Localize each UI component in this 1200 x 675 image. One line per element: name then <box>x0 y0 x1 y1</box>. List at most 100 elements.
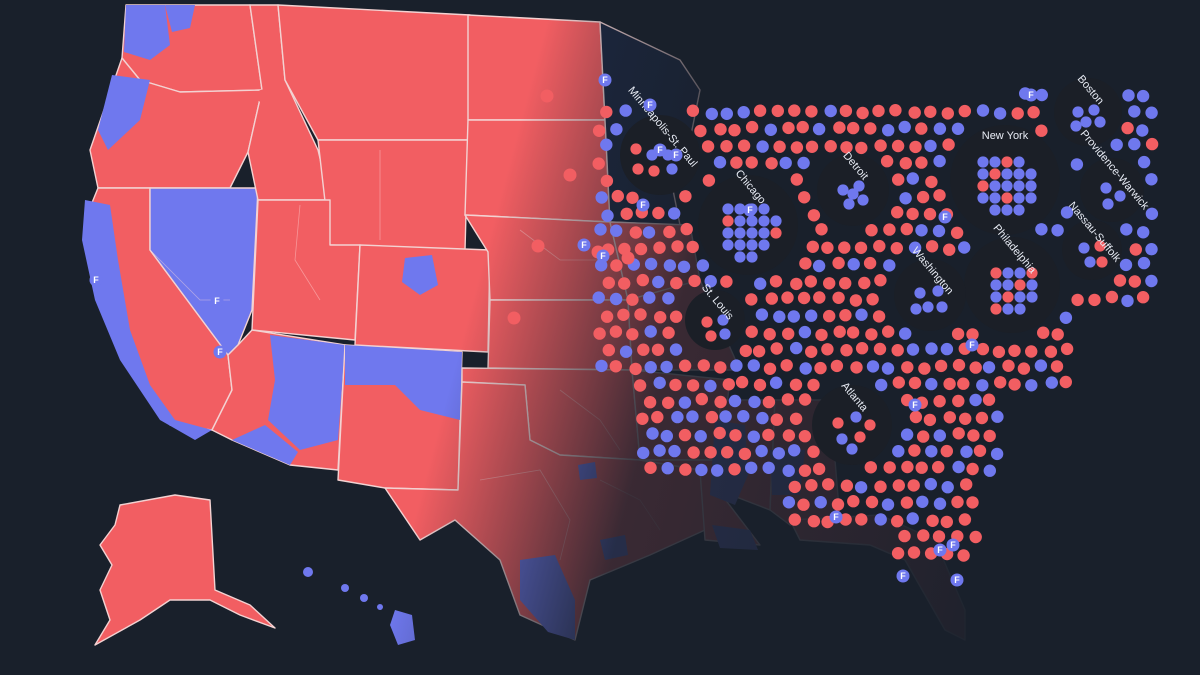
district-dot-democrat <box>874 513 887 526</box>
flip-marker-dot <box>598 73 612 87</box>
district-dot-republican <box>863 256 877 270</box>
district-dot-republican <box>797 291 811 305</box>
flip-marker-dot <box>896 569 910 583</box>
district-dot-republican <box>941 107 954 120</box>
district-dot-republican <box>865 224 878 237</box>
district-dot-republican <box>609 325 623 338</box>
district-dot-democrat <box>960 445 973 458</box>
district-dot-republican <box>855 513 868 526</box>
district-dot-republican <box>669 378 682 392</box>
district-dot-republican <box>806 240 819 253</box>
district-dot-democrat <box>643 291 656 304</box>
district-dot-republican <box>1060 342 1074 356</box>
district-dot-democrat <box>898 120 911 134</box>
district-dot-democrat <box>892 445 905 458</box>
district-dot-democrat <box>924 139 937 153</box>
district-dot-democrat <box>728 394 742 408</box>
cluster-dot-republican <box>770 227 782 239</box>
district-dot-republican <box>805 479 818 492</box>
district-dot-republican <box>799 257 812 270</box>
district-dot-republican <box>763 362 777 375</box>
district-dot-republican <box>958 104 971 118</box>
cluster-dot-republican <box>1001 156 1013 168</box>
district-dot-republican <box>634 308 647 321</box>
district-dot-democrat <box>730 359 743 372</box>
district-dot-republican <box>856 106 869 120</box>
district-dot-republican <box>611 189 624 203</box>
flip-marker-label: F <box>833 512 839 522</box>
district-dot-republican <box>839 513 852 526</box>
cluster-dot-democrat <box>1088 104 1100 116</box>
flip-marker-label: F <box>942 212 948 222</box>
flip-marker-label: F <box>912 400 918 410</box>
district-dot-republican <box>592 124 606 137</box>
district-dot-republican <box>805 105 818 118</box>
district-dot-democrat <box>668 207 681 220</box>
city-label-new-york: New York <box>982 130 1029 142</box>
district-dot-democrat <box>787 310 800 323</box>
district-dot-democrat <box>748 395 761 409</box>
district-dot-democrat <box>881 362 895 375</box>
district-dot-republican <box>1088 293 1101 307</box>
district-dot-republican <box>745 293 758 306</box>
district-dot-democrat <box>976 104 990 117</box>
cluster-dot-republican <box>722 215 734 227</box>
district-dot-republican <box>728 124 741 137</box>
district-dot-republican <box>823 277 836 290</box>
district-dot-republican <box>864 461 877 474</box>
district-dot-republican <box>908 376 922 390</box>
district-dot-republican <box>636 273 649 287</box>
district-dot-democrat <box>1060 206 1074 219</box>
cluster-dot-democrat <box>914 287 926 299</box>
district-dot-republican <box>789 412 803 425</box>
cluster-dot-democrat <box>1013 204 1025 216</box>
cluster-dot-democrat <box>1001 168 1013 180</box>
district-dot-republican <box>858 276 871 290</box>
district-dot-democrat <box>719 410 732 423</box>
cluster-dot-republican <box>977 180 989 192</box>
district-dot-republican <box>840 479 854 492</box>
district-dot-republican <box>901 361 914 374</box>
district-dot-republican <box>933 395 946 408</box>
district-dot-democrat <box>933 497 947 510</box>
cluster-dot-democrat <box>734 203 746 215</box>
flip-marker-label: F <box>950 540 956 550</box>
district-dot-republican <box>728 463 741 476</box>
district-dot-republican <box>670 276 683 290</box>
flip-marker-label: F <box>747 205 753 215</box>
district-dot-democrat <box>764 123 777 136</box>
cluster-dot-democrat <box>734 239 746 251</box>
district-dot-democrat <box>747 359 760 372</box>
district-dot-republican <box>540 89 554 103</box>
flip-marker-dot <box>1024 88 1038 102</box>
district-dot-republican <box>1002 359 1015 372</box>
district-dot-republican <box>917 529 930 542</box>
district-dot-republican <box>924 105 937 119</box>
district-dot-republican <box>951 495 964 509</box>
district-dot-republican <box>872 104 885 118</box>
flip-marker-dot <box>643 98 657 112</box>
district-dot-republican <box>908 106 921 119</box>
district-dot-democrat <box>933 122 947 135</box>
cluster-dot-democrat <box>1100 182 1112 194</box>
district-dot-democrat <box>1137 155 1151 169</box>
district-dot-democrat <box>906 172 919 185</box>
cluster-dot-republican <box>1014 279 1026 291</box>
district-dot-democrat <box>595 191 608 204</box>
cluster-dot-democrat <box>758 239 770 251</box>
district-dot-republican <box>782 121 795 135</box>
cluster-dot-republican <box>990 303 1002 315</box>
district-dot-republican <box>975 411 989 425</box>
district-dot-republican <box>679 190 692 203</box>
district-dot-democrat <box>779 156 792 170</box>
cluster-dot-republican <box>648 165 660 177</box>
district-dot-republican <box>739 344 752 358</box>
cluster-dot-democrat <box>734 227 746 239</box>
district-dot-republican <box>686 240 699 254</box>
district-dot-republican <box>1008 344 1021 357</box>
district-dot-republican <box>838 241 851 254</box>
district-dot-republican <box>1128 275 1142 288</box>
cluster-dot-democrat <box>1014 303 1026 315</box>
district-dot-democrat <box>711 464 724 477</box>
district-dot-republican <box>926 514 939 527</box>
